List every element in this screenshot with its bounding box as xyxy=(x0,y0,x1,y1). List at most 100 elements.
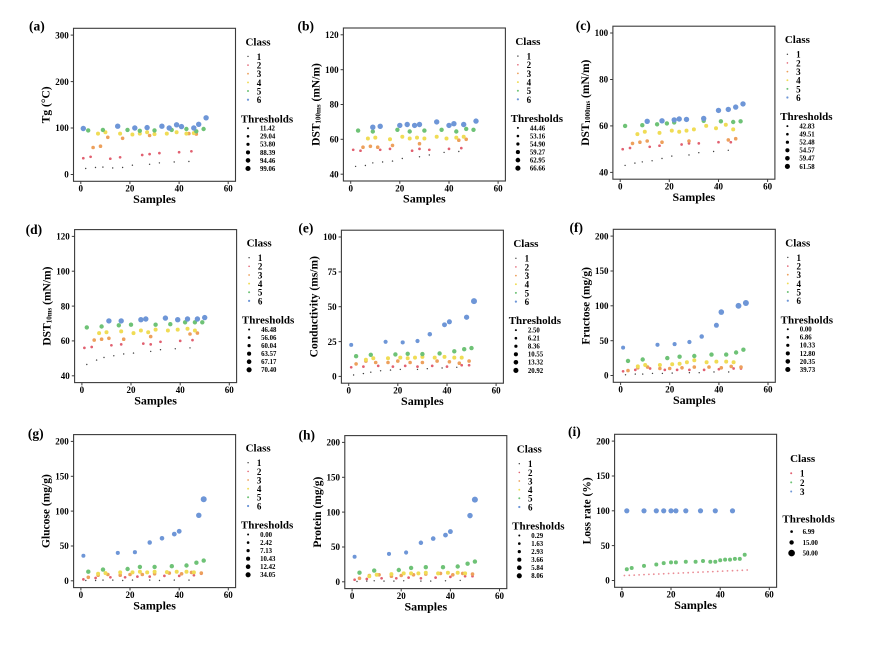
svg-text:4: 4 xyxy=(528,485,533,495)
svg-text:40: 40 xyxy=(716,590,726,600)
svg-text:60: 60 xyxy=(763,182,773,192)
svg-text:Class: Class xyxy=(246,443,272,455)
svg-text:5: 5 xyxy=(257,86,262,96)
svg-text:3: 3 xyxy=(527,69,532,79)
svg-text:Class: Class xyxy=(785,34,811,46)
svg-text:1: 1 xyxy=(800,469,805,479)
svg-text:60: 60 xyxy=(330,135,340,145)
svg-text:4: 4 xyxy=(797,279,802,289)
svg-text:60: 60 xyxy=(492,386,502,396)
svg-text:59.27: 59.27 xyxy=(530,150,546,157)
svg-text:Class: Class xyxy=(790,453,816,465)
svg-text:25: 25 xyxy=(328,337,338,347)
svg-text:20: 20 xyxy=(126,590,136,600)
svg-text:6: 6 xyxy=(257,501,262,511)
svg-text:100: 100 xyxy=(595,28,609,38)
svg-text:0: 0 xyxy=(350,591,355,601)
svg-text:88.39: 88.39 xyxy=(260,150,276,157)
svg-text:60: 60 xyxy=(224,590,234,600)
svg-text:6.99: 6.99 xyxy=(803,529,815,536)
svg-text:0: 0 xyxy=(80,385,85,395)
svg-text:Thresholds: Thresholds xyxy=(241,520,294,532)
svg-text:1: 1 xyxy=(796,50,801,60)
svg-text:0: 0 xyxy=(64,576,69,586)
svg-text:Thresholds: Thresholds xyxy=(781,314,834,326)
svg-text:100: 100 xyxy=(596,506,610,516)
svg-text:6.21: 6.21 xyxy=(528,336,540,343)
svg-text:150: 150 xyxy=(595,266,609,276)
svg-text:60.04: 60.04 xyxy=(261,343,277,350)
svg-text:Samples: Samples xyxy=(401,394,444,408)
svg-text:2: 2 xyxy=(528,468,533,478)
svg-text:56.06: 56.06 xyxy=(261,335,277,342)
svg-text:94.46: 94.46 xyxy=(260,158,276,165)
svg-text:50: 50 xyxy=(601,541,611,551)
svg-text:75: 75 xyxy=(328,267,338,277)
svg-text:20.92: 20.92 xyxy=(528,368,544,375)
svg-text:5: 5 xyxy=(528,494,533,504)
svg-text:40: 40 xyxy=(714,182,724,192)
svg-text:0: 0 xyxy=(332,372,337,382)
svg-text:Class: Class xyxy=(247,238,273,250)
svg-text:Samples: Samples xyxy=(404,599,447,613)
svg-text:Samples: Samples xyxy=(673,393,716,407)
svg-text:20: 20 xyxy=(665,385,675,395)
svg-text:0.29: 0.29 xyxy=(531,533,543,540)
svg-text:29.04: 29.04 xyxy=(260,134,276,141)
svg-text:1: 1 xyxy=(257,52,262,62)
svg-text:60: 60 xyxy=(61,336,71,346)
svg-text:49.51: 49.51 xyxy=(799,132,815,139)
svg-text:3: 3 xyxy=(257,475,262,485)
svg-text:(f): (f) xyxy=(570,220,584,235)
svg-text:150: 150 xyxy=(327,473,341,483)
svg-text:4: 4 xyxy=(258,279,263,289)
svg-text:40: 40 xyxy=(175,590,185,600)
svg-text:200: 200 xyxy=(595,231,609,241)
svg-text:Samples: Samples xyxy=(674,598,717,612)
svg-text:(e): (e) xyxy=(298,221,313,236)
svg-text:12.42: 12.42 xyxy=(260,564,276,571)
svg-text:5: 5 xyxy=(525,288,530,298)
svg-text:1: 1 xyxy=(525,254,530,264)
svg-text:40: 40 xyxy=(61,371,71,381)
svg-text:Thresholds: Thresholds xyxy=(509,315,562,327)
svg-text:3.66: 3.66 xyxy=(531,557,543,564)
svg-text:63.57: 63.57 xyxy=(261,351,277,358)
svg-text:0: 0 xyxy=(618,385,623,395)
svg-text:200: 200 xyxy=(327,438,341,448)
svg-text:6.86: 6.86 xyxy=(800,335,812,342)
svg-text:10.43: 10.43 xyxy=(260,556,276,563)
svg-text:Loss rate (%): Loss rate (%) xyxy=(582,477,594,544)
svg-text:2: 2 xyxy=(800,478,805,488)
svg-text:0: 0 xyxy=(79,590,84,600)
svg-text:39.73: 39.73 xyxy=(800,367,816,374)
svg-text:Tg (°C): Tg (°C) xyxy=(41,86,53,123)
svg-text:0: 0 xyxy=(64,170,69,180)
svg-text:2.42: 2.42 xyxy=(260,540,272,547)
svg-text:200: 200 xyxy=(55,437,69,447)
svg-text:6: 6 xyxy=(796,93,801,103)
svg-text:6: 6 xyxy=(257,95,262,105)
svg-text:4: 4 xyxy=(257,78,262,88)
svg-text:Thresholds: Thresholds xyxy=(511,113,564,125)
svg-text:DST10ms (mN/m): DST10ms (mN/m) xyxy=(42,266,54,345)
svg-text:66.66: 66.66 xyxy=(530,166,546,173)
svg-text:Samples: Samples xyxy=(673,190,716,204)
svg-text:5: 5 xyxy=(796,84,801,94)
svg-text:46.48: 46.48 xyxy=(261,327,277,334)
svg-text:60: 60 xyxy=(225,385,235,395)
svg-text:40: 40 xyxy=(714,385,724,395)
svg-text:DST100ms (mN/m): DST100ms (mN/m) xyxy=(310,63,322,146)
svg-text:6: 6 xyxy=(527,95,532,105)
svg-text:2: 2 xyxy=(525,262,530,272)
svg-text:40: 40 xyxy=(599,168,609,178)
svg-text:50: 50 xyxy=(60,541,70,551)
svg-text:3: 3 xyxy=(525,271,530,281)
svg-text:3: 3 xyxy=(797,270,802,280)
svg-text:(c): (c) xyxy=(576,18,591,33)
svg-text:34.05: 34.05 xyxy=(260,572,276,579)
svg-text:5: 5 xyxy=(527,86,532,96)
svg-text:8.36: 8.36 xyxy=(528,344,540,351)
svg-text:50: 50 xyxy=(331,542,341,552)
svg-text:6: 6 xyxy=(797,296,802,306)
